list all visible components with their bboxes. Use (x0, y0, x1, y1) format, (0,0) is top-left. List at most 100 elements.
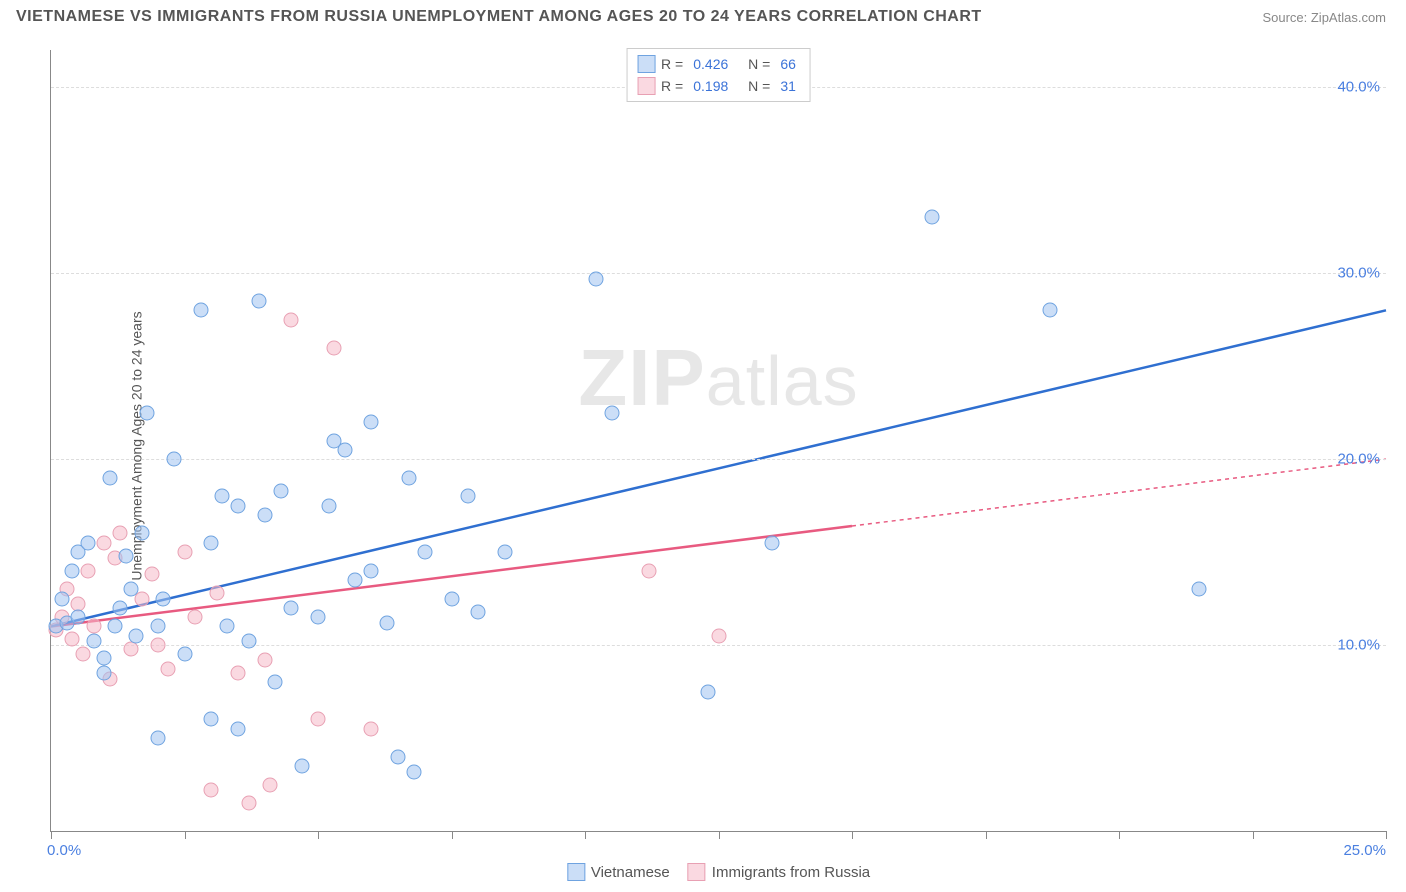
data-point-vietnamese (444, 591, 459, 606)
data-point-vietnamese (166, 452, 181, 467)
data-point-vietnamese (925, 210, 940, 225)
data-point-vietnamese (407, 764, 422, 779)
data-point-vietnamese (364, 563, 379, 578)
x-tick (585, 831, 586, 839)
n-value: 66 (776, 56, 800, 72)
legend-item-vietnamese: Vietnamese (567, 863, 670, 881)
data-point-vietnamese (86, 634, 101, 649)
x-tick (1119, 831, 1120, 839)
y-tick-label: 10.0% (1337, 637, 1380, 654)
data-point-russia (113, 526, 128, 541)
data-point-vietnamese (54, 591, 69, 606)
data-point-vietnamese (70, 610, 85, 625)
data-point-vietnamese (364, 414, 379, 429)
x-tick (1386, 831, 1387, 839)
swatch-vietnamese (567, 863, 585, 881)
data-point-russia (230, 665, 245, 680)
data-point-vietnamese (118, 548, 133, 563)
chart-title: VIETNAMESE VS IMMIGRANTS FROM RUSSIA UNE… (16, 8, 982, 26)
data-point-vietnamese (193, 303, 208, 318)
data-point-vietnamese (391, 749, 406, 764)
data-point-russia (327, 340, 342, 355)
x-tick-label: 0.0% (47, 842, 81, 859)
data-point-vietnamese (140, 405, 155, 420)
data-point-russia (177, 545, 192, 560)
data-point-russia (124, 641, 139, 656)
data-point-vietnamese (460, 489, 475, 504)
n-value: 31 (776, 78, 800, 94)
x-tick (1253, 831, 1254, 839)
scatter-chart: ZIPatlas R = 0.426 N = 66 R = 0.198 N = … (50, 50, 1386, 832)
data-point-russia (284, 312, 299, 327)
data-point-russia (97, 535, 112, 550)
data-point-vietnamese (134, 526, 149, 541)
data-point-russia (262, 777, 277, 792)
y-tick-label: 40.0% (1337, 79, 1380, 96)
data-point-russia (642, 563, 657, 578)
gridline (51, 459, 1386, 460)
data-point-russia (311, 712, 326, 727)
data-point-vietnamese (311, 610, 326, 625)
x-tick (185, 831, 186, 839)
data-point-vietnamese (1192, 582, 1207, 597)
data-point-russia (81, 563, 96, 578)
x-tick (986, 831, 987, 839)
data-point-vietnamese (417, 545, 432, 560)
data-point-vietnamese (129, 628, 144, 643)
legend-item-russia: Immigrants from Russia (688, 863, 870, 881)
x-tick (318, 831, 319, 839)
x-tick (51, 831, 52, 839)
y-tick-label: 20.0% (1337, 451, 1380, 468)
data-point-vietnamese (97, 665, 112, 680)
data-point-vietnamese (294, 758, 309, 773)
data-point-russia (364, 721, 379, 736)
data-point-russia (204, 783, 219, 798)
data-point-russia (76, 647, 91, 662)
data-point-vietnamese (204, 535, 219, 550)
data-point-russia (209, 585, 224, 600)
data-point-russia (257, 652, 272, 667)
x-tick-label: 25.0% (1343, 842, 1386, 859)
y-tick-label: 30.0% (1337, 265, 1380, 282)
data-point-russia (241, 796, 256, 811)
correlation-legend: R = 0.426 N = 66 R = 0.198 N = 31 (626, 48, 811, 102)
data-point-vietnamese (337, 442, 352, 457)
data-point-vietnamese (81, 535, 96, 550)
r-value: 0.198 (689, 78, 732, 94)
data-point-vietnamese (700, 684, 715, 699)
data-point-russia (150, 638, 165, 653)
source-attribution: Source: ZipAtlas.com (1262, 10, 1386, 25)
data-point-vietnamese (220, 619, 235, 634)
x-tick (719, 831, 720, 839)
data-point-vietnamese (764, 535, 779, 550)
data-point-vietnamese (150, 731, 165, 746)
data-point-vietnamese (65, 563, 80, 578)
header: VIETNAMESE VS IMMIGRANTS FROM RUSSIA UNE… (0, 0, 1406, 30)
data-point-vietnamese (113, 600, 128, 615)
swatch-vietnamese (637, 55, 655, 73)
data-point-vietnamese (348, 572, 363, 587)
data-point-vietnamese (214, 489, 229, 504)
data-point-vietnamese (588, 271, 603, 286)
data-point-vietnamese (177, 647, 192, 662)
data-point-vietnamese (241, 634, 256, 649)
data-point-vietnamese (273, 483, 288, 498)
data-point-vietnamese (321, 498, 336, 513)
data-point-vietnamese (471, 604, 486, 619)
data-point-vietnamese (380, 615, 395, 630)
swatch-russia (688, 863, 706, 881)
data-point-vietnamese (124, 582, 139, 597)
data-point-vietnamese (268, 675, 283, 690)
trend-lines (51, 50, 1386, 831)
data-point-russia (711, 628, 726, 643)
data-point-vietnamese (150, 619, 165, 634)
legend-row-vietnamese: R = 0.426 N = 66 (637, 53, 800, 75)
data-point-vietnamese (1042, 303, 1057, 318)
data-point-vietnamese (204, 712, 219, 727)
series-legend: Vietnamese Immigrants from Russia (567, 863, 870, 881)
data-point-russia (161, 662, 176, 677)
data-point-vietnamese (252, 294, 267, 309)
data-point-vietnamese (401, 470, 416, 485)
data-point-vietnamese (156, 591, 171, 606)
x-tick (452, 831, 453, 839)
